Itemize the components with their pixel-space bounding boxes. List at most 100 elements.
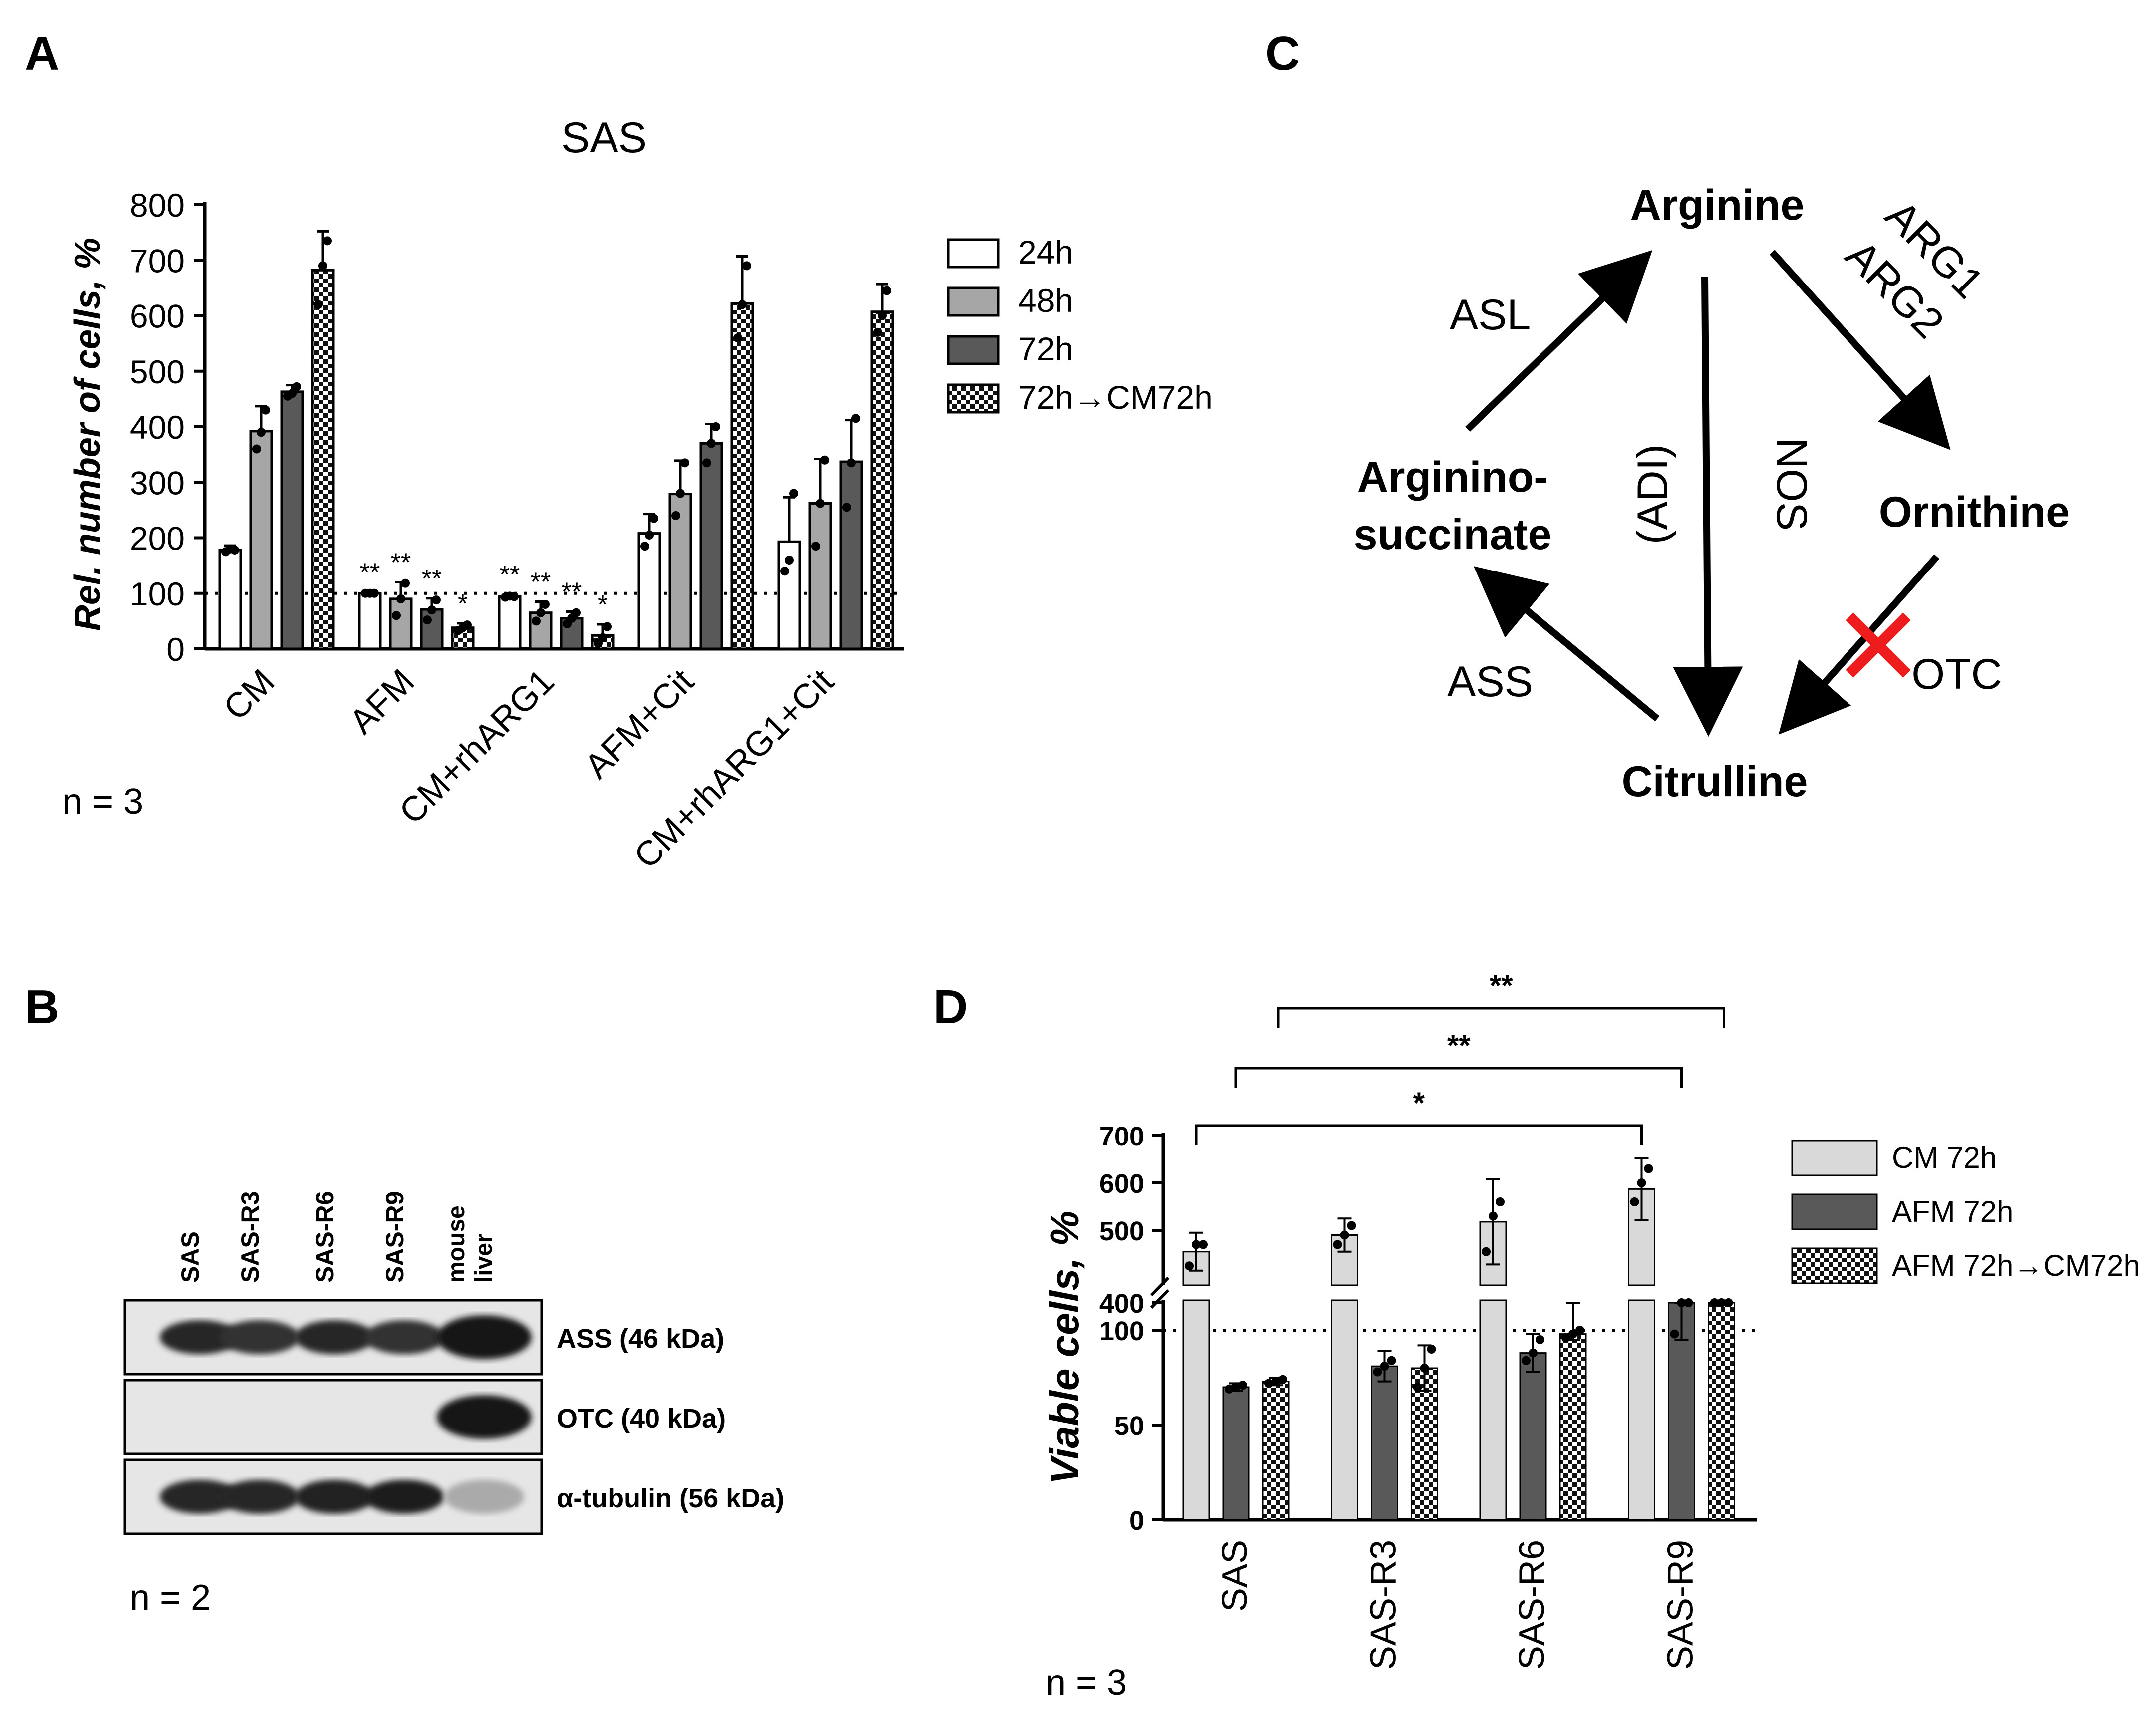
enzyme-ass: ASS	[1447, 658, 1533, 706]
d-data-point	[1199, 1240, 1208, 1249]
d-comparison-bracket	[1195, 1124, 1643, 1145]
d-data-point	[1637, 1178, 1646, 1187]
arrow-asl	[1465, 250, 1653, 432]
blot-lane-label-line2: liver	[471, 1233, 497, 1283]
d-data-point	[1575, 1326, 1584, 1335]
a-legend-swatch	[947, 238, 1000, 269]
a-data-point	[702, 458, 711, 468]
a-significance-label: **	[531, 568, 551, 596]
a-category-label: AFM	[342, 661, 422, 741]
a-data-point	[811, 542, 820, 551]
d-category-label: SAS-R9	[1661, 1540, 1701, 1670]
chart-a-bars: ** ******* ** ** *	[218, 230, 894, 650]
a-bar	[668, 493, 692, 650]
d-data-point	[1347, 1221, 1356, 1230]
d-data-point	[1380, 1362, 1389, 1371]
node-argininosuccinate-line2: succinate	[1354, 511, 1552, 559]
d-data-point	[1568, 1329, 1577, 1339]
d-data-point	[1644, 1164, 1653, 1173]
blot-band	[220, 1320, 300, 1354]
a-data-point	[392, 611, 401, 620]
a-significance-label: **	[500, 561, 520, 589]
d-data-point	[1522, 1356, 1531, 1365]
d-bar-lower	[1479, 1299, 1507, 1521]
a-bar	[249, 430, 273, 650]
otc-block-x-icon	[1846, 612, 1911, 678]
a-bar	[358, 592, 382, 650]
d-comparison-bracket	[1277, 1007, 1725, 1028]
blot-lane-label: mouse	[443, 1205, 470, 1283]
a-bar	[808, 502, 832, 650]
a-bar	[699, 442, 723, 650]
a-data-point	[370, 588, 379, 598]
d-comparison-bracket	[1234, 1067, 1683, 1088]
blot-lane-label: SAS-R3	[236, 1191, 264, 1283]
a-data-point	[427, 605, 436, 615]
blot-band	[364, 1480, 444, 1514]
a-bar	[280, 390, 304, 650]
a-y-tick-label: 800	[130, 187, 185, 224]
a-legend-label: 48h	[1018, 282, 1073, 319]
chart-d-comparisons: *****	[1195, 969, 1725, 1145]
a-bar	[870, 310, 894, 650]
d-data-point	[1278, 1375, 1287, 1384]
a-data-point	[288, 389, 297, 398]
a-data-point	[257, 428, 266, 437]
blot-band	[160, 1320, 240, 1354]
a-bar	[218, 549, 242, 650]
blot-lane-label: SAS	[176, 1231, 204, 1283]
a-significance-label: **	[422, 565, 442, 593]
enzyme-otc: OTC	[1911, 650, 2002, 698]
blot-label: ASS (46 kDa)	[557, 1324, 724, 1354]
d-data-point	[1238, 1381, 1247, 1390]
a-data-point	[318, 261, 327, 271]
a-data-point	[252, 444, 261, 454]
a-data-point	[882, 286, 891, 295]
a-legend-swatch	[947, 335, 1000, 365]
d-legend-swatch	[1791, 1247, 1878, 1284]
panel-d: D Viable cells, % ***** 0501004005006007…	[933, 969, 2140, 1703]
d-legend-swatch	[1791, 1193, 1878, 1230]
a-data-point	[649, 514, 658, 523]
a-data-point	[873, 327, 882, 337]
a-data-point	[847, 458, 856, 468]
chart-d-legend: CM 72h AFM 72h AFM 72h→CM72h	[1791, 1140, 2140, 1284]
panel-letter-c: C	[1265, 27, 1300, 80]
panel-letter-a: A	[25, 27, 59, 80]
a-legend-swatch	[947, 383, 1000, 414]
chart-d-ylabel: Viable cells, %	[1042, 1211, 1087, 1484]
a-data-point	[816, 499, 825, 508]
d-comparison-label: **	[1447, 1029, 1471, 1062]
a-data-point	[645, 530, 654, 540]
d-y-tick-label: 0	[1129, 1506, 1144, 1536]
d-axis-break-mark	[1150, 1289, 1170, 1309]
a-category-label: AFM+Cit	[577, 661, 701, 786]
a-legend-label: 72h→CM72h	[1018, 379, 1213, 416]
blot-band	[437, 1315, 532, 1359]
d-data-point	[1670, 1329, 1679, 1339]
a-data-point	[707, 439, 716, 448]
d-data-point	[1225, 1384, 1233, 1394]
d-bar-lower	[1331, 1299, 1358, 1521]
d-data-point	[1387, 1356, 1396, 1365]
chart-a-ylabel: Rel. number of cells, %	[68, 238, 108, 631]
d-data-point	[1192, 1240, 1201, 1249]
d-data-point	[1340, 1230, 1349, 1240]
a-bar	[389, 597, 413, 650]
d-legend-label: AFM 72h→CM72h	[1892, 1249, 2140, 1282]
blot-band	[220, 1480, 300, 1514]
blot-band	[160, 1480, 240, 1514]
chart-d-xlabels: SAS SAS-R3 SAS-R6 SAS-R9	[1215, 1540, 1701, 1670]
a-data-point	[598, 633, 607, 642]
d-data-point	[1271, 1377, 1280, 1386]
d-legend-label: CM 72h	[1892, 1141, 1997, 1174]
d-data-point	[1489, 1211, 1498, 1221]
d-y-tick-label: 50	[1114, 1411, 1144, 1441]
a-data-point	[711, 422, 720, 431]
a-bar	[311, 269, 335, 650]
node-argininosuccinate-line1: Arginino-	[1357, 453, 1548, 501]
blot-lane-label: SAS-R6	[311, 1191, 339, 1283]
d-data-point	[1413, 1383, 1422, 1392]
enzyme-adi: (ADI)	[1629, 444, 1677, 545]
